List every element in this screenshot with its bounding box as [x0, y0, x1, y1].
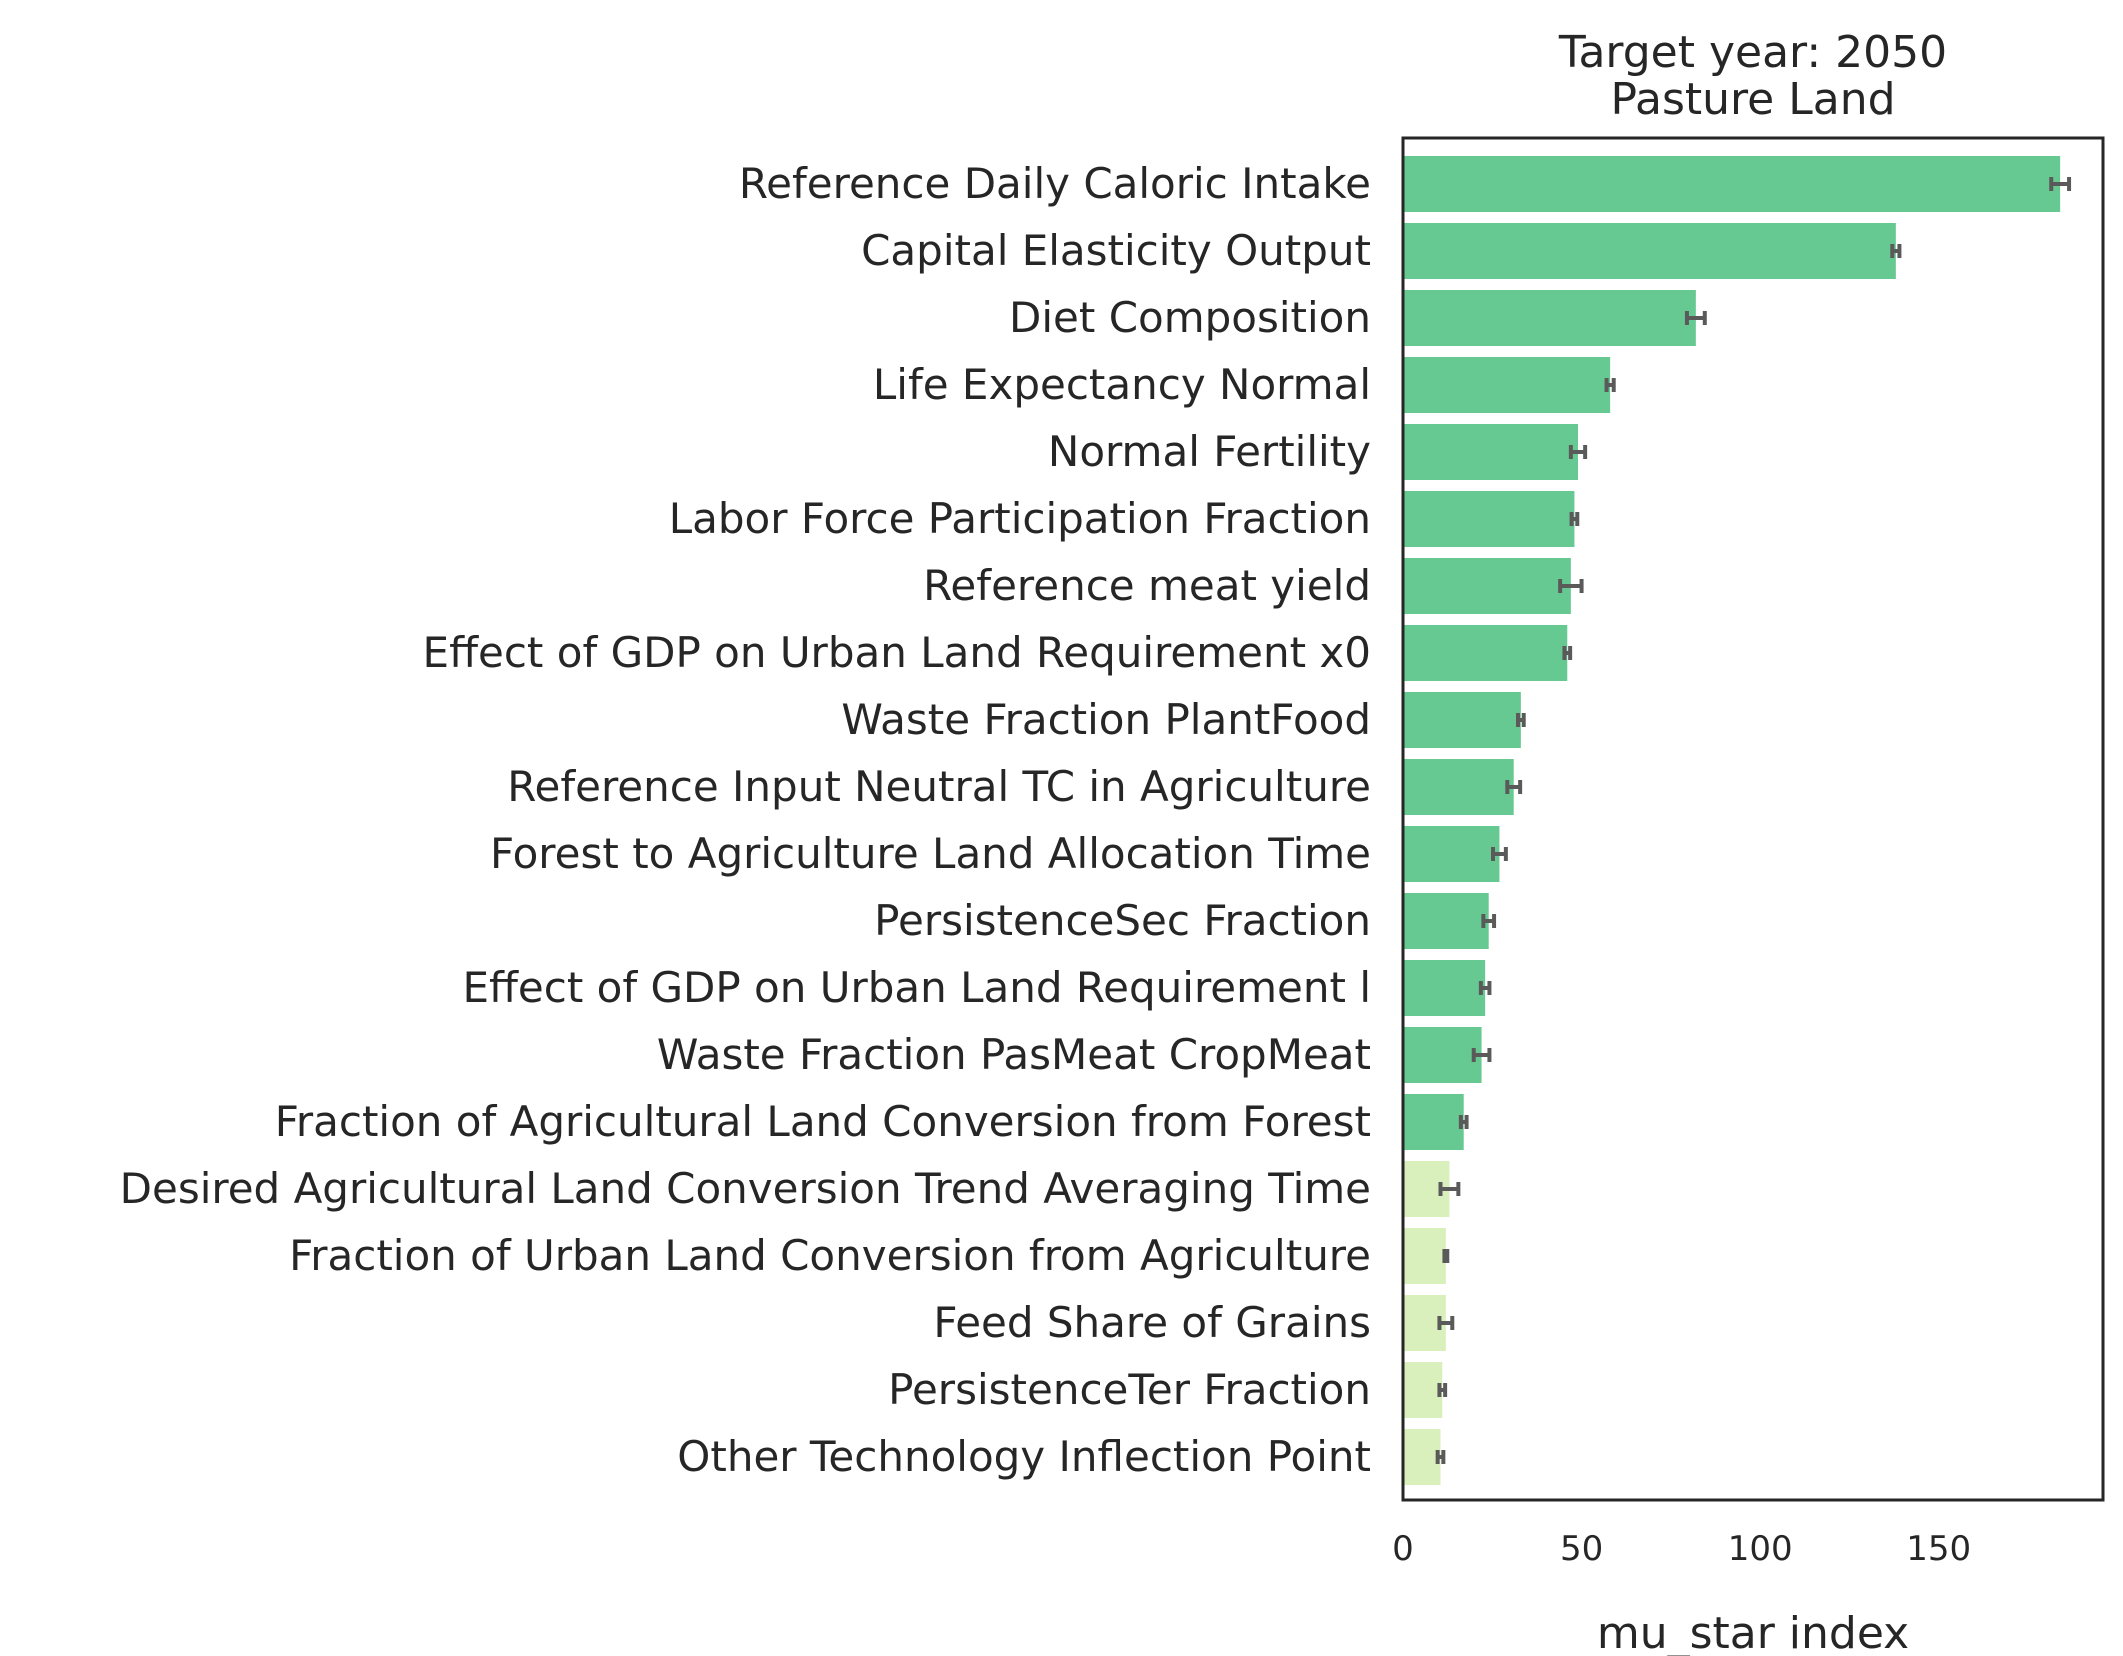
category-label: Fraction of Urban Land Conversion from A… [289, 1231, 1371, 1280]
x-ticks: 0 50 100 150 [1392, 1529, 1971, 1569]
error-bars-layer [1435, 177, 2072, 1464]
category-label: Normal Fertility [1048, 427, 1371, 476]
error-bar [1491, 847, 1508, 861]
category-label: Labor Force Participation Fraction [669, 494, 1371, 543]
category-label: Forest to Agriculture Land Allocation Ti… [490, 829, 1371, 878]
category-label: Waste Fraction PasMeat CropMeat [657, 1030, 1371, 1079]
bar [1403, 625, 1568, 681]
error-bar [1558, 579, 1584, 593]
bar [1403, 223, 1896, 279]
error-bar [1568, 445, 1588, 459]
category-label: Effect of GDP on Urban Land Requirement … [423, 628, 1371, 677]
x-tick-label: 100 [1728, 1529, 1793, 1569]
category-label: Waste Fraction PlantFood [841, 695, 1371, 744]
error-bar [1471, 1048, 1492, 1062]
bar [1403, 1094, 1464, 1150]
error-bar [1890, 244, 1902, 258]
category-label: Desired Agricultural Land Conversion Tre… [120, 1164, 1371, 1213]
plot-frame [1401, 136, 2105, 1502]
error-bar [1435, 1450, 1446, 1464]
bar [1403, 491, 1575, 547]
category-label: Reference Daily Caloric Intake [739, 159, 1371, 208]
x-tick-label: 150 [1906, 1529, 1971, 1569]
category-label: Diet Composition [1009, 293, 1371, 342]
error-bar [1442, 1249, 1450, 1263]
error-bar [1505, 780, 1523, 794]
category-label: PersistenceSec Fraction [874, 896, 1371, 945]
bar [1403, 759, 1514, 815]
error-bar [1458, 1115, 1469, 1129]
category-label: Reference Input Neutral TC in Agricultur… [507, 762, 1371, 811]
error-bar [2049, 177, 2072, 191]
error-bar [1516, 713, 1526, 727]
bar [1403, 290, 1696, 346]
bar [1403, 692, 1521, 748]
chart-title: Target year: 2050 [1558, 27, 1947, 78]
category-labels: Reference Daily Caloric Intake Capital El… [120, 159, 1371, 1481]
category-label: PersistenceTer Fraction [888, 1365, 1371, 1414]
bar [1403, 424, 1578, 480]
category-label: Fraction of Agricultural Land Conversion… [275, 1097, 1371, 1146]
error-bar [1604, 378, 1616, 392]
error-bar [1438, 1182, 1461, 1196]
category-label: Effect of GDP on Urban Land Requirement … [462, 963, 1371, 1012]
error-bar [1478, 981, 1492, 995]
category-label: Reference meat yield [923, 561, 1371, 610]
chart-subtitle: Pasture Land [1610, 74, 1895, 125]
bar [1403, 1228, 1446, 1284]
bar [1403, 1429, 1441, 1485]
bar [1403, 960, 1486, 1016]
bars-layer [1403, 156, 2061, 1485]
category-label: Capital Elasticity Output [861, 226, 1371, 275]
bar [1403, 826, 1500, 882]
bar [1403, 1362, 1443, 1418]
error-bar [1437, 1316, 1455, 1330]
error-bar [1562, 646, 1573, 660]
x-tick-label: 0 [1392, 1529, 1414, 1569]
category-label: Life Expectancy Normal [873, 360, 1371, 409]
error-bar [1684, 311, 1707, 325]
x-axis-label: mu_star index [1597, 1608, 1909, 1656]
error-bar [1569, 512, 1580, 526]
bar [1403, 357, 1611, 413]
x-tick-label: 50 [1560, 1529, 1603, 1569]
category-label: Other Technology Inflection Point [677, 1432, 1371, 1481]
error-bar [1481, 914, 1497, 928]
bar [1403, 893, 1489, 949]
bar [1403, 1027, 1482, 1083]
category-label: Feed Share of Grains [933, 1298, 1371, 1347]
bar [1403, 558, 1571, 614]
error-bar [1437, 1383, 1448, 1397]
bar [1403, 156, 2061, 212]
